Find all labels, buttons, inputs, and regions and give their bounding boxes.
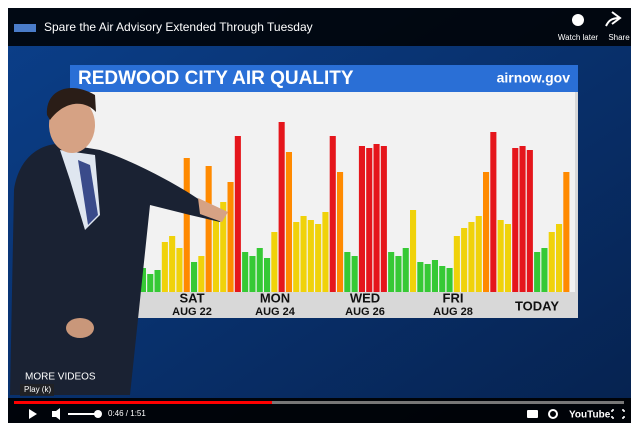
bar (278, 122, 285, 292)
bar (154, 270, 161, 292)
presenter (10, 87, 228, 395)
volume-button[interactable] (52, 408, 60, 420)
share-icon[interactable] (605, 11, 622, 27)
bar (329, 136, 336, 292)
bar (249, 256, 256, 292)
bar (234, 136, 241, 292)
date-label: AUG 24 (255, 306, 296, 318)
bar (256, 248, 263, 292)
bar (300, 216, 307, 292)
bar (475, 216, 482, 292)
volume-knob[interactable] (94, 410, 102, 418)
bar (344, 252, 351, 292)
bar (183, 158, 190, 292)
bar (169, 236, 176, 292)
captions-button[interactable] (527, 410, 538, 418)
day-label: SAT (179, 290, 204, 305)
bar (139, 268, 146, 292)
bar (337, 172, 344, 292)
day-label: TODAY (515, 298, 559, 313)
bar (424, 264, 431, 292)
bar (373, 144, 380, 292)
bar (446, 268, 453, 292)
bar (176, 248, 183, 292)
day-label: FRI (443, 290, 464, 305)
bar (147, 274, 154, 292)
bar (402, 248, 409, 292)
bar (220, 202, 227, 292)
bar (556, 224, 563, 292)
bar (358, 146, 365, 292)
video-title[interactable]: Spare the Air Advisory Extended Through … (44, 20, 313, 34)
bar (205, 166, 212, 292)
bar (191, 262, 198, 292)
progress-played (14, 401, 272, 404)
bar (453, 236, 460, 292)
bar (315, 224, 322, 292)
bar (264, 258, 271, 292)
bar (519, 146, 526, 292)
top-bar (8, 8, 631, 46)
bar (548, 232, 555, 292)
play-hint: Play (k) (24, 385, 51, 394)
bar (526, 150, 533, 292)
bar (351, 256, 358, 292)
bar (388, 252, 395, 292)
bar (439, 266, 446, 292)
bar (380, 146, 387, 292)
date-label: AUG 22 (172, 306, 212, 318)
bar (468, 222, 475, 292)
bar (161, 242, 168, 292)
bar (461, 228, 468, 292)
volume-slider[interactable] (68, 413, 98, 415)
bar (307, 220, 314, 292)
bar (322, 212, 329, 292)
bar (497, 220, 504, 292)
bar (431, 260, 438, 292)
bar (227, 182, 234, 292)
bar (410, 210, 417, 292)
bar (198, 256, 205, 292)
bar (242, 252, 249, 292)
play-button[interactable] (29, 409, 37, 419)
bar (395, 256, 402, 292)
bar (293, 222, 300, 292)
watch-later-label[interactable]: Watch later (558, 33, 598, 42)
bar (563, 172, 570, 292)
more-videos[interactable]: MORE VIDEOS (25, 372, 96, 383)
chart-title: REDWOOD CITY AIR QUALITY (78, 68, 354, 89)
bar (512, 148, 519, 292)
date-label: AUG 26 (345, 306, 385, 318)
watch-later-icon[interactable] (572, 14, 584, 26)
fullscreen-button[interactable] (611, 409, 625, 419)
date-label: AUG 28 (433, 306, 473, 318)
progress-track[interactable] (14, 401, 624, 404)
day-label: WED (350, 290, 380, 305)
chart-source: airnow.gov (497, 70, 571, 86)
bar (534, 252, 541, 292)
chart-header (70, 65, 578, 92)
bar (483, 172, 490, 292)
bar (417, 262, 424, 292)
day-label: MON (260, 290, 290, 305)
youtube-logo[interactable]: YouTube (569, 410, 611, 421)
bar (271, 232, 278, 292)
bar (541, 248, 548, 292)
bar (285, 152, 292, 292)
tooltip (20, 384, 54, 396)
time-display: 0:46 / 1:51 (108, 409, 146, 418)
bar (490, 132, 497, 292)
settings-button[interactable] (548, 409, 558, 419)
bar (366, 148, 373, 292)
bar (504, 224, 511, 292)
bar (212, 212, 219, 292)
channel-logo (14, 24, 36, 32)
share-label[interactable]: Share (608, 33, 630, 42)
